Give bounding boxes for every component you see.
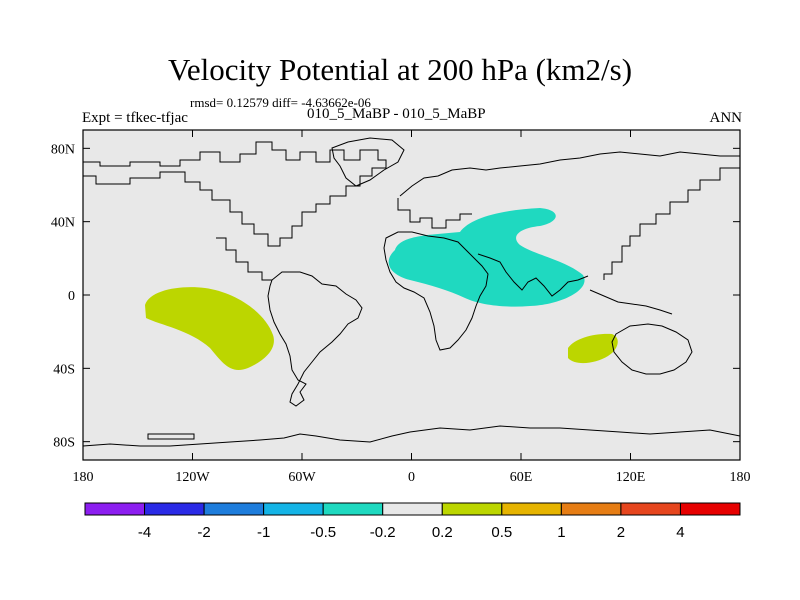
colorbar-swatch <box>441 502 503 516</box>
lat-tick-label: 40S <box>53 362 75 377</box>
coastlines <box>82 137 741 447</box>
anomaly-southeast-indian <box>568 333 618 364</box>
colorbar-swatch <box>382 502 443 516</box>
colorbar-label: -1 <box>257 524 270 541</box>
coastline-central-america <box>216 237 272 281</box>
coastline-africa <box>383 231 489 351</box>
colorbar-label: 2 <box>617 524 625 541</box>
colorbar-label: 4 <box>676 524 684 541</box>
coastline-north-america <box>83 141 387 247</box>
colorbar-label: -0.5 <box>310 524 336 541</box>
colorbar-swatch <box>679 502 741 516</box>
coastline-europe-south <box>397 198 472 229</box>
lon-ticks: 180 120W 60W 0 60E 120E 180 <box>73 130 751 485</box>
colorbar-label: 0.5 <box>491 524 512 541</box>
lon-tick-label: 120E <box>616 470 646 485</box>
colorbar-swatch <box>203 502 265 516</box>
lon-tick-label: 60W <box>288 470 316 485</box>
chart-title: Velocity Potential at 200 hPa (km2/s) <box>167 52 633 87</box>
season-label: ANN <box>709 110 743 126</box>
colorbar-label: -4 <box>138 524 151 541</box>
coastline-eurasia <box>399 151 740 197</box>
lon-tick-label: 60E <box>510 470 533 485</box>
lat-ticks: 80N 40N 0 40S 80S <box>51 142 740 451</box>
stats-text: rmsd= 0.12579 diff= -4.63662e-06 <box>190 95 371 110</box>
colorbar-label: 1 <box>557 524 565 541</box>
colorbar-swatch <box>501 502 562 516</box>
colorbar-swatch <box>620 502 681 516</box>
lat-tick-label: 80S <box>53 436 75 451</box>
map-panel <box>82 129 741 461</box>
colorbar-swatch <box>144 502 205 516</box>
colorbar-swatch <box>263 502 324 516</box>
colorbar: -4 -2 -1 -0.5 -0.2 0.2 0.5 1 2 4 <box>84 502 741 541</box>
experiment-label: Expt = tfkec-tfjac <box>82 110 188 126</box>
lon-tick-label: 120W <box>175 470 210 485</box>
anomaly-southeast-pacific <box>145 287 274 370</box>
lon-tick-label: 0 <box>408 470 415 485</box>
colorbar-label: -0.2 <box>370 524 396 541</box>
coastline-se-asia <box>589 289 673 315</box>
lat-tick-label: 80N <box>51 142 75 157</box>
lat-tick-label: 0 <box>68 289 75 304</box>
colorbar-label: 0.2 <box>432 524 453 541</box>
colorbar-label: -2 <box>197 524 210 541</box>
coastline-antarctic-shelf <box>147 433 195 440</box>
lat-tick-label: 40N <box>51 216 75 231</box>
coastline-south-america <box>267 271 363 407</box>
colorbar-swatch <box>560 502 622 516</box>
coastline-east-asia <box>603 167 740 280</box>
coastline-australia <box>611 323 693 375</box>
colorbar-swatch <box>322 502 384 516</box>
subtitle: 010_5_MaBP - 010_5_MaBP <box>307 106 486 122</box>
lon-tick-label: 180 <box>73 470 94 485</box>
coastline-antarctica <box>82 425 741 447</box>
lon-tick-label: 180 <box>730 470 751 485</box>
coastline-arabia-india <box>477 253 589 297</box>
colorbar-swatch <box>84 502 146 516</box>
coastline-greenland <box>331 137 405 187</box>
